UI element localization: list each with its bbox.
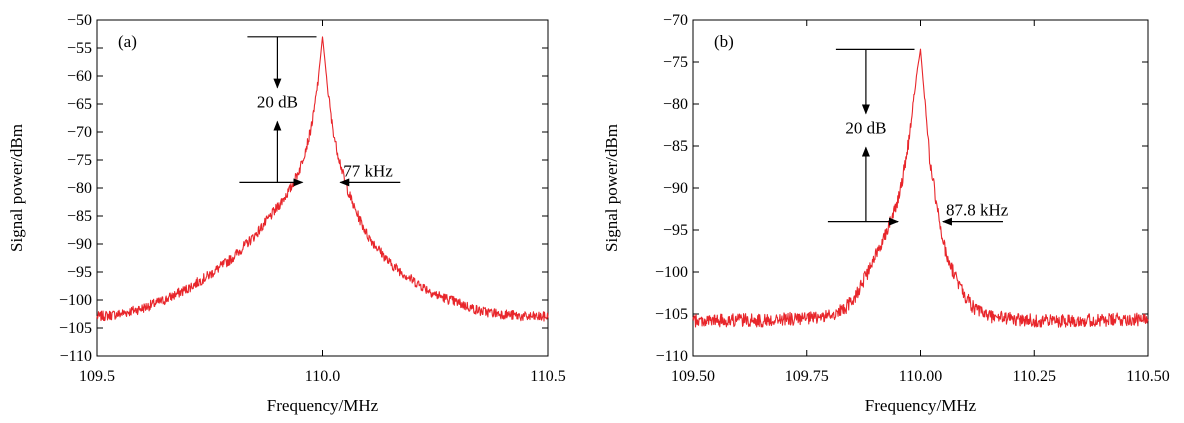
- x-tick-label: 109.50: [671, 368, 715, 385]
- y-tick-label: −70: [67, 124, 92, 141]
- x-tick-label: 110.0: [305, 368, 340, 385]
- chart-panel-b: −110 −105 −100 −95 −90 −85 −80 −75 −70 109.50 109.…: [602, 12, 1170, 415]
- y-tick-label: −60: [67, 68, 92, 85]
- y-tick-label: −90: [663, 180, 688, 197]
- linewidth-label: 87.8 kHz: [946, 201, 1009, 220]
- y-tick-label: −80: [67, 180, 92, 197]
- y-tick-label: −110: [656, 348, 688, 365]
- linewidth-label: 77 kHz: [343, 161, 393, 180]
- y-tick-label: −50: [67, 12, 92, 29]
- y-tick-label: −55: [67, 40, 92, 57]
- x-tick-label: 110.25: [1013, 368, 1056, 385]
- x-tick-label: 109.5: [79, 368, 115, 385]
- attenuation-label: 20 dB: [845, 119, 886, 138]
- y-tick-label: −95: [663, 222, 688, 239]
- y-tick-label: −90: [67, 236, 92, 253]
- panel-label: (a): [118, 32, 137, 51]
- y-tick-label: −75: [67, 152, 92, 169]
- panel-label: (b): [714, 32, 734, 51]
- plot-frame: [692, 19, 1149, 357]
- y-tick-label: −100: [59, 292, 92, 309]
- y-tick-label: −75: [663, 54, 688, 71]
- y-tick-label: −85: [67, 208, 92, 225]
- y-tick-label: −105: [655, 306, 688, 323]
- y-tick-label: −70: [663, 12, 688, 29]
- y-tick-label: −85: [663, 138, 688, 155]
- x-tick-label: 110.5: [530, 368, 565, 385]
- spectrum-trace: [96, 36, 549, 322]
- x-tick-label: 110.00: [899, 368, 942, 385]
- x-tick-label: 109.75: [785, 368, 829, 385]
- x-tick-label: 110.50: [1126, 368, 1169, 385]
- chart-panel-a: −110 −105 −100 −95 −90 −85 −80 −75 −70 −65 −60 −55 −…: [7, 12, 566, 415]
- y-tick-label: −110: [60, 348, 92, 365]
- y-tick-label: −80: [663, 96, 688, 113]
- y-tick-label: −95: [67, 264, 92, 281]
- y-axis-title: Signal power/dBm: [602, 124, 621, 252]
- plot-frame: [96, 19, 549, 357]
- attenuation-label: 20 dB: [257, 93, 298, 112]
- x-axis-title: Frequency/MHz: [865, 396, 977, 415]
- y-tick-label: −65: [67, 96, 92, 113]
- y-axis-title: Signal power/dBm: [7, 124, 26, 252]
- x-axis-title: Frequency/MHz: [267, 396, 379, 415]
- y-tick-label: −105: [59, 320, 92, 337]
- spectrum-trace: [692, 48, 1149, 328]
- y-tick-label: −100: [655, 264, 688, 281]
